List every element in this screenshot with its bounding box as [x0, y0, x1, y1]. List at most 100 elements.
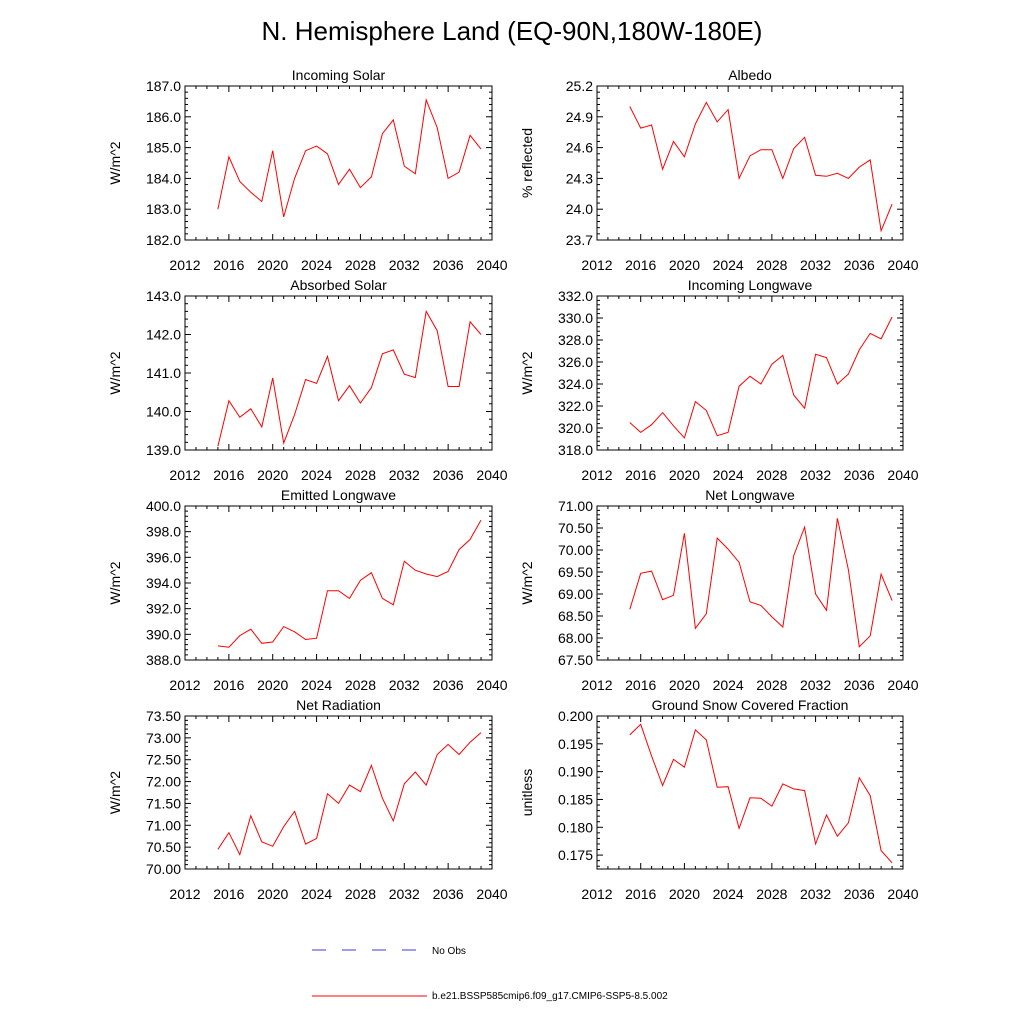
legend-obs-label: No Obs: [432, 946, 466, 957]
y-tick-label: 0.195: [558, 736, 593, 752]
y-tick-label: 183.0: [146, 201, 181, 217]
x-tick-label: 2036: [844, 257, 875, 273]
model-series-line: [217, 97, 482, 218]
y-tick-label: 184.0: [146, 170, 181, 186]
x-tick-label: 2032: [800, 467, 831, 483]
y-tick-label: 73.50: [146, 708, 181, 724]
x-tick-label: 2028: [756, 677, 787, 693]
x-tick-label: 2020: [669, 677, 700, 693]
x-tick-label: 2028: [345, 677, 376, 693]
y-tick-label: 398.0: [146, 524, 181, 540]
y-tick-label: 0.175: [558, 847, 593, 863]
x-tick-label: 2028: [345, 257, 376, 273]
x-tick-label: 2028: [756, 467, 787, 483]
x-tick-label: 2024: [301, 467, 332, 483]
y-tick-label: 140.0: [146, 404, 181, 420]
y-tick-label: 24.9: [566, 109, 593, 125]
y-tick-label: 73.00: [146, 730, 181, 746]
y-tick-label: 141.0: [146, 365, 181, 381]
y-tick-label: 0.190: [558, 764, 593, 780]
y-tick-label: 70.00: [146, 861, 181, 877]
panel-title: Emitted Longwave: [281, 487, 396, 503]
x-tick-label: 2036: [844, 886, 875, 902]
y-tick-label: 187.0: [146, 78, 181, 94]
x-tick-label: 2032: [389, 677, 420, 693]
chart-panel: Incoming Solar W/m^2 2012 2016 2020 2024 2028 2…: [107, 67, 508, 273]
y-axis-label: W/m^2: [107, 561, 123, 604]
y-tick-label: 390.0: [146, 626, 181, 642]
y-tick-label: 396.0: [146, 549, 181, 565]
y-axis-label: % reflected: [519, 128, 535, 198]
model-series-line: [629, 316, 893, 439]
x-tick-label: 2024: [713, 886, 744, 902]
y-tick-label: 71.00: [146, 817, 181, 833]
x-tick-label: 2020: [669, 257, 700, 273]
y-tick-label: 394.0: [146, 575, 181, 591]
x-tick-label: 2028: [345, 467, 376, 483]
x-tick-label: 2020: [257, 467, 288, 483]
chart-panel: Albedo % reflected 2012 2016 2020 2024 2028 203…: [519, 67, 919, 273]
x-tick-label: 2020: [257, 257, 288, 273]
x-tick-label: 2024: [301, 257, 332, 273]
x-tick-label: 2016: [213, 257, 244, 273]
y-axis-label: W/m^2: [107, 351, 123, 394]
panel-title: Absorbed Solar: [290, 277, 387, 293]
plot-frame: [184, 85, 493, 241]
y-tick-label: 70.50: [558, 520, 593, 536]
y-tick-label: 67.50: [558, 652, 593, 668]
chart-panel: Net Longwave W/m^2 2012 2016 2020 2024 2028 203…: [519, 487, 919, 693]
x-tick-label: 2012: [581, 886, 612, 902]
y-tick-label: 0.185: [558, 791, 593, 807]
y-tick-label: 392.0: [146, 601, 181, 617]
x-tick-label: 2032: [800, 886, 831, 902]
y-tick-label: 320.0: [558, 420, 593, 436]
panel-title: Net Longwave: [705, 487, 795, 503]
x-tick-label: 2024: [713, 467, 744, 483]
x-tick-label: 2028: [756, 886, 787, 902]
y-tick-label: 143.0: [146, 288, 181, 304]
panel-title: Incoming Solar: [292, 67, 386, 83]
y-tick-label: 24.3: [566, 170, 593, 186]
y-tick-label: 0.200: [558, 708, 593, 724]
y-tick-label: 332.0: [558, 288, 593, 304]
y-tick-label: 326.0: [558, 354, 593, 370]
x-tick-label: 2040: [887, 886, 918, 902]
panels: Incoming Solar W/m^2 2012 2016 2020 2024 2028 2…: [107, 67, 919, 902]
x-tick-label: 2036: [844, 677, 875, 693]
figure-title: N. Hemisphere Land (EQ-90N,180W-180E): [262, 16, 763, 46]
y-tick-label: 70.50: [146, 839, 181, 855]
x-tick-label: 2012: [581, 257, 612, 273]
x-tick-label: 2020: [669, 886, 700, 902]
y-tick-label: 70.00: [558, 542, 593, 558]
panel-title: Ground Snow Covered Fraction: [652, 697, 849, 713]
x-tick-label: 2028: [345, 886, 376, 902]
model-series-line: [217, 732, 482, 856]
x-tick-label: 2016: [625, 886, 656, 902]
x-tick-label: 2024: [713, 257, 744, 273]
x-tick-label: 2016: [213, 886, 244, 902]
x-tick-label: 2012: [169, 467, 200, 483]
x-tick-label: 2036: [433, 677, 464, 693]
model-series-line: [629, 101, 893, 233]
panel-title: Incoming Longwave: [688, 277, 813, 293]
y-tick-label: 68.50: [558, 608, 593, 624]
plot-frame: [596, 505, 904, 661]
x-tick-label: 2040: [476, 467, 507, 483]
y-tick-label: 25.2: [566, 78, 593, 94]
chart-panel: Ground Snow Covered Fraction unitless 2012…: [519, 697, 919, 902]
legend-model-label: b.e21.BSSP585cmip6.f09_g17.CMIP6-SSP5-8.…: [432, 991, 668, 1002]
x-tick-label: 2032: [389, 257, 420, 273]
y-tick-label: 69.50: [558, 564, 593, 580]
x-tick-label: 2040: [887, 467, 918, 483]
x-tick-label: 2020: [257, 886, 288, 902]
x-tick-label: 2032: [800, 257, 831, 273]
model-series-line: [217, 309, 482, 447]
y-tick-label: 142.0: [146, 327, 181, 343]
x-tick-label: 2040: [887, 677, 918, 693]
chart-panel: Incoming Longwave W/m^2 2012 2016 2020 2024 20…: [519, 277, 919, 483]
x-tick-label: 2012: [581, 467, 612, 483]
y-tick-label: 185.0: [146, 140, 181, 156]
x-tick-label: 2032: [389, 467, 420, 483]
x-tick-label: 2024: [713, 677, 744, 693]
legend: No Obs b.e21.BSSP585cmip6.f09_g17.CMIP6-…: [312, 946, 668, 1002]
